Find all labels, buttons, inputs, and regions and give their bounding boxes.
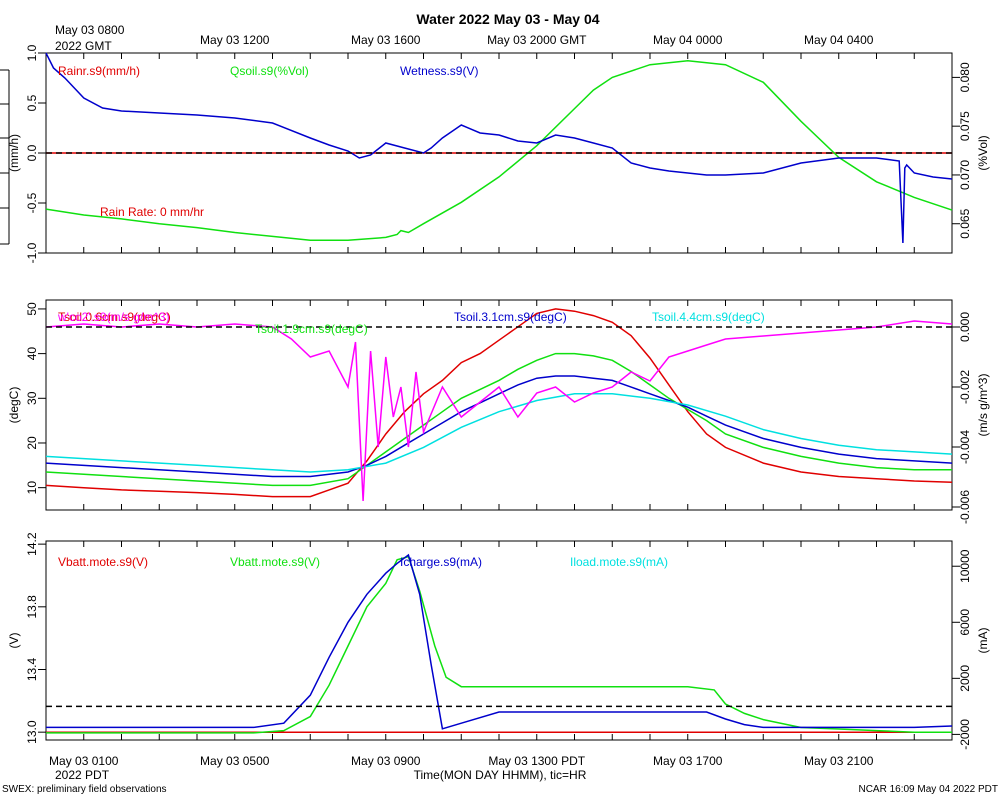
top-left-time-label: May 03 0800: [55, 23, 125, 37]
top-tick-label: May 03 1600: [351, 33, 421, 47]
right-axis-label: (m/s g/m^3): [976, 374, 990, 437]
left-axis-label: (V): [7, 633, 21, 649]
series-line: [45, 352, 952, 487]
right-y-tick-label: 0.065: [958, 208, 972, 238]
bottom-tick-label: May 03 0900: [351, 754, 421, 768]
right-y-tick-label: -2000: [958, 719, 972, 750]
left-y-tick-label: -0.5: [25, 192, 39, 213]
top-tick-label: May 04 0000: [653, 33, 723, 47]
right-y-tick-label: 0.080: [958, 62, 972, 92]
legend-entry: Wetness.s9(V): [400, 64, 478, 78]
bottom-left-year-label: 2022 PDT: [55, 768, 110, 782]
series-line: [45, 393, 953, 473]
right-y-tick-label: 6000: [958, 609, 972, 636]
right-y-tick-label: -0.002: [958, 370, 972, 404]
footer-left-note: SWEX: preliminary field observations: [2, 784, 167, 795]
left-y-tick-label: -1.0: [25, 242, 39, 263]
plot-frame: [45, 540, 953, 741]
top-tick-label: May 04 0400: [804, 33, 874, 47]
top-time-axis: May 03 1200 May 03 1600 May 03 2000 GMT May…: [200, 33, 874, 47]
left-y-tick-label: 1.0: [25, 44, 39, 61]
left-y-tick-label: 13.8: [25, 595, 39, 619]
right-y-tick-label: 10000: [958, 549, 972, 583]
left-y-tick-label: 20: [25, 436, 39, 450]
left-axis-label: (mm/h): [7, 134, 21, 172]
series-line: [45, 320, 953, 502]
top-tick-label: May 03 1200: [200, 33, 270, 47]
legend-entry: w'co2'.s9(m/s g/m^3): [57, 310, 170, 324]
right-y-tick-label: 0.070: [958, 160, 972, 190]
left-y-tick-label: 14.2: [25, 532, 39, 556]
left-edge-stub-axis: [0, 69, 10, 245]
panel-soil-temperature-co2: 10 20 30 40 50 (degC) -0.006 -0.004 -0.002 0.000 (…: [7, 299, 990, 524]
left-y-tick-label: 0.0: [25, 144, 39, 161]
figure-title: Water 2022 May 03 - May 04: [416, 11, 599, 27]
left-y-tick-label: 0.5: [25, 94, 39, 111]
left-y-tick-label: 13.4: [25, 657, 39, 681]
left-y-tick-label: 50: [25, 302, 39, 316]
legend-entry: Tsoil.4.4cm.s9(degC): [652, 310, 765, 324]
right-axis-label: (%Vol): [976, 135, 990, 170]
legend-entry: Tsoil.1.9cm.s9(degC): [255, 322, 368, 336]
bottom-tick-label: May 03 0100: [49, 754, 119, 768]
footer-right-note: NCAR 16:09 May 04 2022 PDT: [858, 784, 998, 795]
bottom-tick-label: May 03 2100: [804, 754, 874, 768]
legend-entry: Rainr.s9(mm/h): [58, 64, 140, 78]
bottom-time-axis: May 03 0100 May 03 0500 May 03 0900 May 03 …: [49, 754, 874, 768]
x-axis-label: Time(MON DAY HHMM), tic=HR: [414, 768, 587, 782]
right-y-tick-label: 0.075: [958, 111, 972, 141]
legend-entry: Iload.mote.s9(mA): [570, 555, 668, 569]
legend-entry: Qsoil.s9(%Vol): [230, 64, 309, 78]
top-tick-label: May 03 2000 GMT: [487, 33, 587, 47]
series-line: [45, 375, 953, 478]
rain-rate-annotation: Rain Rate: 0 mm/hr: [100, 205, 204, 219]
legend-entry: Tsoil.3.1cm.s9(degC): [454, 310, 567, 324]
right-y-tick-label: -0.004: [958, 430, 972, 464]
panel-battery-power: 13.0 13.4 13.8 14.2 (V) -2000 2000 6000 10000 (mA…: [7, 532, 990, 750]
series-line: [45, 52, 953, 244]
right-axis-label: (mA): [976, 628, 990, 654]
left-axis-label: (degC): [7, 387, 21, 424]
right-y-tick-label: 0.000: [958, 312, 972, 342]
series-line: [45, 60, 953, 242]
legend-entry: Tsoil.0.6cm.s9(degC): [58, 310, 171, 324]
right-y-tick-label: -0.006: [958, 490, 972, 524]
top-left-year-label: 2022 GMT: [55, 39, 112, 53]
series-line: [46, 553, 953, 730]
series-line: [45, 308, 953, 498]
panel-rain-soil-moisture: -1.0 -0.5 0.0 0.5 1.0 (mm/h) 0.065 0.070 0.075 0.…: [7, 44, 990, 263]
bottom-tick-label: May 03 1700: [653, 754, 723, 768]
bottom-tick-label: May 03 1300 PDT: [488, 754, 585, 768]
right-y-tick-label: 2000: [958, 665, 972, 692]
left-y-tick-label: 40: [25, 347, 39, 361]
legend-entry: Vbatt.mote.s9(V): [58, 555, 148, 569]
bottom-tick-label: May 03 0500: [200, 754, 270, 768]
legend-entry: Vbatt.mote.s9(V): [230, 555, 320, 569]
left-y-tick-label: 30: [25, 391, 39, 405]
legend-entry: Icharge.s9(mA): [400, 555, 482, 569]
left-y-tick-label: 13.0: [25, 720, 39, 744]
left-y-tick-label: 10: [25, 481, 39, 495]
series-line: [46, 555, 952, 734]
